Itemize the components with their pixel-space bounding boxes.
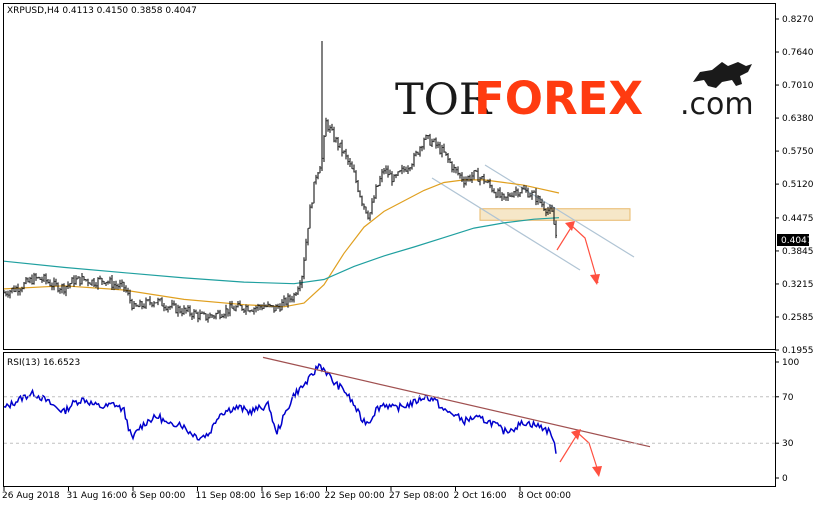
price-axis-label: 0.3215 — [782, 280, 814, 290]
ma-slow-line — [3, 217, 560, 285]
watermark-com: .com — [680, 87, 754, 122]
price-axis-label: 0.7640 — [782, 48, 814, 58]
rsi-axis-label: 0 — [782, 474, 788, 484]
torforex-watermark: TOR FOREX .com — [395, 62, 754, 125]
channel-upper-line — [484, 164, 635, 258]
watermark-tor: TOR — [395, 75, 493, 125]
forecast-down-arrowhead — [590, 274, 600, 285]
forecast-price-path — [556, 225, 599, 284]
time-axis-label: 31 Aug 16:00 — [67, 491, 128, 501]
rsi-line — [3, 362, 557, 454]
price-axis-label: 0.1955 — [782, 346, 814, 356]
chart-symbol-header: XRPUSD,H4 0.4113 0.4150 0.3858 0.4047 — [7, 6, 197, 16]
current-price-label: 0.4047 — [781, 236, 813, 246]
time-axis-label: 2 Oct 16:00 — [454, 491, 507, 501]
time-axis-label: 27 Sep 08:00 — [389, 491, 449, 501]
rsi-header: RSI(13) 16.6523 — [7, 358, 80, 368]
forecast-rsi-up-arrowhead — [571, 429, 581, 440]
watermark-forex: FOREX — [474, 72, 643, 125]
channel-lower-line — [431, 177, 581, 271]
rsi-axis-label: 70 — [782, 393, 794, 403]
price-axis-label: 0.2585 — [782, 313, 814, 323]
rsi-axis-label: 30 — [782, 439, 794, 449]
time-axis-label: 6 Sep 00:00 — [131, 491, 186, 501]
time-axis-label: 8 Oct 00:00 — [518, 491, 571, 501]
price-axis-label: 0.5750 — [782, 147, 814, 157]
price-panel-frame — [3, 3, 776, 350]
price-axis-label: 0.6380 — [782, 114, 814, 124]
price-axis-label: 0.3845 — [782, 247, 814, 257]
rsi-axis-label: 100 — [782, 358, 799, 368]
current-price-tag: 0.4047 — [777, 234, 813, 246]
resistance-zone — [479, 208, 631, 221]
rsi-panel-frame — [3, 352, 776, 487]
time-axis-label: 22 Sep 00:00 — [325, 491, 385, 501]
forecast-up-arrowhead — [565, 221, 575, 231]
forecast-rsi-down-arrowhead — [592, 466, 602, 477]
forecast-rsi-path — [559, 432, 600, 475]
time-axis-label: 11 Sep 08:00 — [196, 491, 256, 501]
price-axis-label: 0.8270 — [782, 15, 814, 25]
price-axis-label: 0.5120 — [782, 180, 814, 190]
rsi-trendline — [262, 356, 651, 448]
time-axis-label: 16 Sep 16:00 — [260, 491, 320, 501]
time-axis-label: 26 Aug 2018 — [2, 491, 60, 501]
price-axis-label: 0.4475 — [782, 214, 814, 224]
bull-bear-icon — [693, 62, 752, 88]
price-axis-label: 0.7010 — [782, 81, 814, 91]
